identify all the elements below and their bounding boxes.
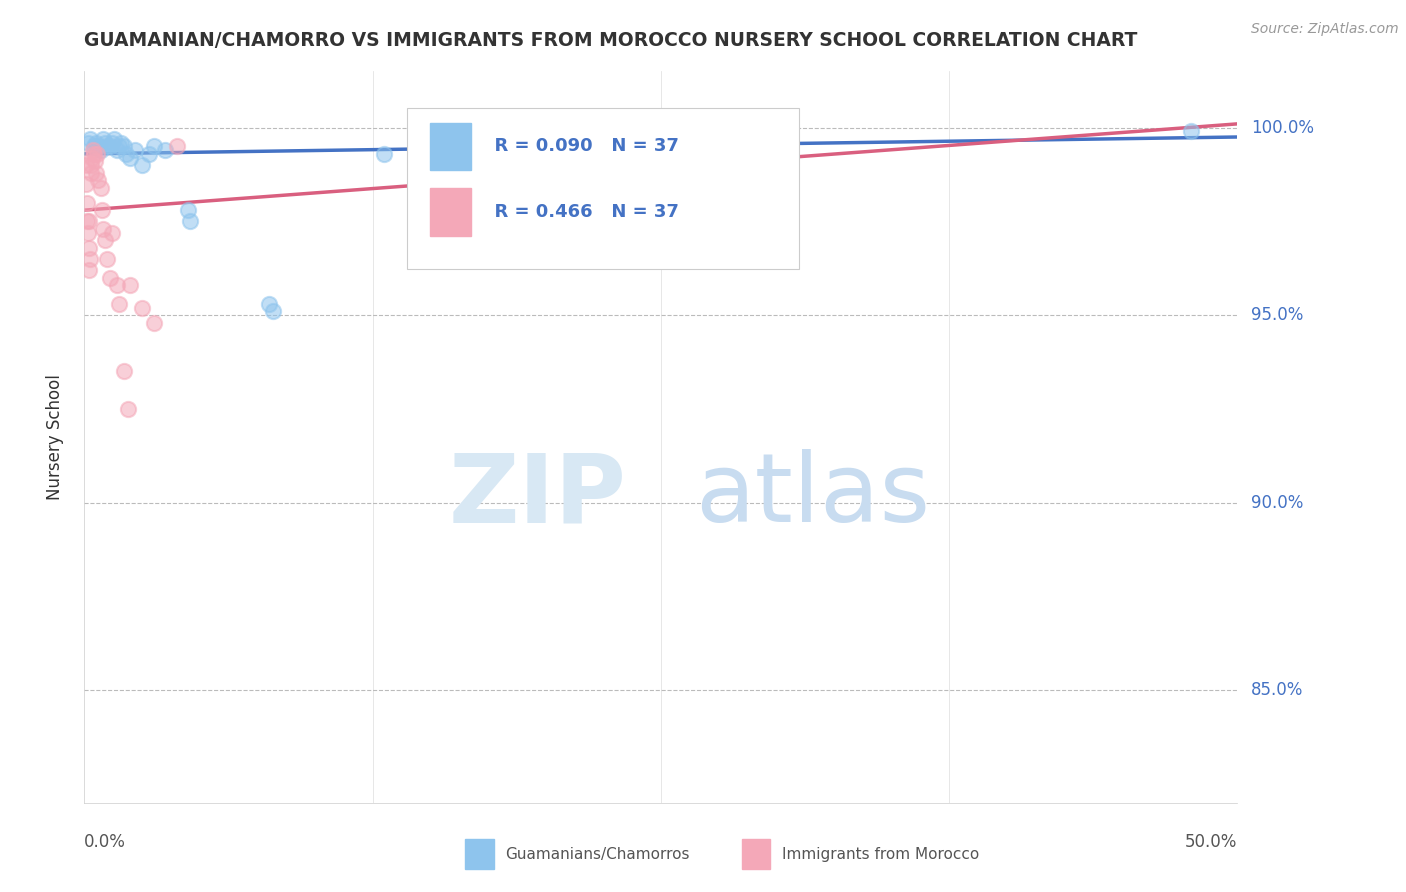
Text: 95.0%: 95.0% bbox=[1251, 306, 1303, 324]
Point bbox=[98, 139, 121, 153]
Point bbox=[76, 195, 98, 210]
Point bbox=[75, 158, 97, 172]
Point bbox=[90, 203, 112, 218]
Point bbox=[110, 136, 132, 150]
Point bbox=[84, 166, 107, 180]
Text: 90.0%: 90.0% bbox=[1251, 494, 1303, 512]
Point bbox=[76, 214, 98, 228]
Point bbox=[77, 241, 100, 255]
Point bbox=[124, 143, 146, 157]
Point bbox=[98, 270, 121, 285]
Point bbox=[101, 226, 124, 240]
Point bbox=[117, 401, 139, 416]
Point bbox=[262, 304, 284, 318]
FancyBboxPatch shape bbox=[430, 122, 471, 170]
Text: ZIP: ZIP bbox=[449, 449, 626, 542]
Point bbox=[108, 139, 131, 153]
Point bbox=[96, 139, 118, 153]
Point bbox=[79, 214, 101, 228]
Point bbox=[120, 151, 142, 165]
Point bbox=[112, 139, 135, 153]
Text: 0.0%: 0.0% bbox=[84, 833, 127, 851]
Point bbox=[108, 297, 131, 311]
Point bbox=[112, 364, 135, 378]
Text: Guamanians/Chamorros: Guamanians/Chamorros bbox=[505, 847, 690, 862]
Point bbox=[87, 139, 110, 153]
Point bbox=[84, 136, 107, 150]
Point bbox=[166, 139, 188, 153]
Point bbox=[82, 143, 104, 157]
Point bbox=[79, 132, 101, 146]
Text: Immigrants from Morocco: Immigrants from Morocco bbox=[782, 847, 979, 862]
Point bbox=[105, 143, 128, 157]
FancyBboxPatch shape bbox=[465, 839, 494, 869]
Point bbox=[257, 297, 280, 311]
Text: R = 0.466   N = 37: R = 0.466 N = 37 bbox=[482, 202, 679, 221]
Point bbox=[79, 252, 101, 266]
Point bbox=[131, 158, 153, 172]
Y-axis label: Nursery School: Nursery School bbox=[45, 374, 63, 500]
Point bbox=[89, 180, 111, 194]
Point bbox=[83, 147, 105, 161]
Point bbox=[80, 158, 103, 172]
Point bbox=[83, 139, 105, 153]
Point bbox=[94, 233, 117, 247]
Point bbox=[76, 226, 98, 240]
Text: 50.0%: 50.0% bbox=[1185, 833, 1237, 851]
Point bbox=[179, 214, 201, 228]
Text: Source: ZipAtlas.com: Source: ZipAtlas.com bbox=[1251, 22, 1399, 37]
Point bbox=[76, 136, 98, 150]
Point bbox=[91, 222, 114, 236]
Text: R = 0.090   N = 37: R = 0.090 N = 37 bbox=[482, 137, 679, 155]
FancyBboxPatch shape bbox=[408, 108, 799, 268]
Point bbox=[115, 147, 138, 161]
Point bbox=[177, 203, 200, 218]
Point bbox=[373, 147, 395, 161]
Point bbox=[105, 278, 128, 293]
Point bbox=[96, 252, 118, 266]
Point bbox=[138, 147, 160, 161]
Point bbox=[89, 143, 111, 157]
Point bbox=[87, 173, 110, 187]
Point bbox=[94, 136, 117, 150]
Point bbox=[80, 166, 103, 180]
Point bbox=[77, 263, 100, 277]
Point bbox=[101, 136, 124, 150]
Point bbox=[153, 143, 176, 157]
Text: GUAMANIAN/CHAMORRO VS IMMIGRANTS FROM MOROCCO NURSERY SCHOOL CORRELATION CHART: GUAMANIAN/CHAMORRO VS IMMIGRANTS FROM MO… bbox=[84, 31, 1137, 50]
Point bbox=[131, 301, 153, 315]
Point bbox=[91, 132, 114, 146]
Text: atlas: atlas bbox=[696, 449, 931, 542]
Text: 85.0%: 85.0% bbox=[1251, 681, 1303, 699]
Point bbox=[83, 154, 105, 169]
Point bbox=[142, 316, 165, 330]
Point bbox=[120, 278, 142, 293]
FancyBboxPatch shape bbox=[741, 839, 770, 869]
Point bbox=[1180, 124, 1202, 138]
Point bbox=[82, 151, 104, 165]
Point bbox=[142, 139, 165, 153]
FancyBboxPatch shape bbox=[430, 188, 471, 235]
Text: 100.0%: 100.0% bbox=[1251, 119, 1315, 136]
Point bbox=[75, 177, 97, 191]
Point bbox=[86, 147, 108, 161]
Point bbox=[103, 132, 125, 146]
